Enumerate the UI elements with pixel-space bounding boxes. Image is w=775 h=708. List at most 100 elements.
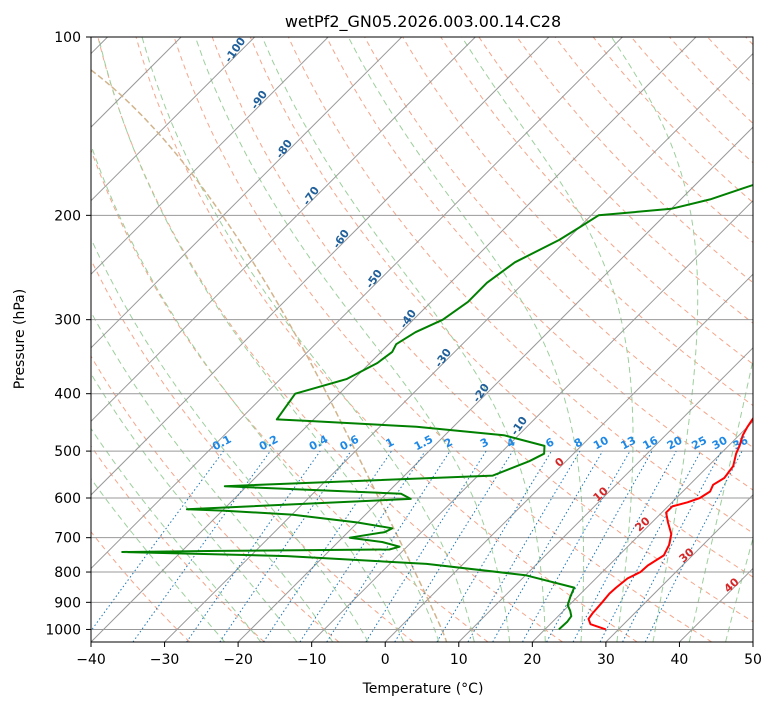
mixing-ratio-line xyxy=(91,450,224,632)
isotherm xyxy=(531,420,753,642)
mixing-ratio-line xyxy=(186,450,321,642)
moist-adiabat xyxy=(261,37,546,642)
dry-adiabat xyxy=(135,37,638,642)
y-tick-label: 600 xyxy=(54,491,81,507)
dry-adiabat xyxy=(516,37,753,284)
plot-frame xyxy=(90,36,754,643)
mixing-ratio-label: 25 xyxy=(689,434,709,453)
x-tick-label: 30 xyxy=(597,652,615,668)
mixing-ratio-line xyxy=(644,450,743,642)
isotherm xyxy=(752,641,753,642)
moist-adiabat xyxy=(688,357,753,642)
moist-adiabat xyxy=(141,37,475,642)
isotherm xyxy=(679,567,753,642)
moist-adiabat xyxy=(725,536,753,642)
mixing-ratio-label: 0.1 xyxy=(210,433,233,454)
y-tick-label: 800 xyxy=(54,565,81,581)
y-axis-label: Pressure (hPa) xyxy=(12,289,28,389)
dry-adiabat xyxy=(173,37,713,642)
dry-adiabat xyxy=(91,355,340,642)
mixing-ratio-label: 6 xyxy=(543,435,556,450)
dry-adiabat xyxy=(91,445,265,642)
x-tick-label: 20 xyxy=(523,652,541,668)
dry-adiabat-label: -60 xyxy=(330,227,352,251)
isotherm xyxy=(91,37,550,496)
mixing-ratio-label: 3 xyxy=(478,435,491,450)
moist-adiabat-label: 30 xyxy=(677,545,697,565)
mixing-ratio-line xyxy=(326,450,451,642)
dry-adiabat-label: -40 xyxy=(397,307,419,331)
isotherm xyxy=(164,52,753,642)
x-axis-label: Temperature (°C) xyxy=(362,681,484,697)
moist-adiabat xyxy=(347,37,585,642)
moist-adiabat xyxy=(91,427,262,642)
dry-adiabat-label: -80 xyxy=(273,137,295,161)
isotherm xyxy=(605,494,753,642)
mixing-ratio-line xyxy=(263,450,392,642)
x-tick-label: −10 xyxy=(297,652,327,668)
mixing-ratio-label: 13 xyxy=(619,434,639,453)
mixing-ratio-label: 1 xyxy=(383,435,396,450)
y-tick-label: 500 xyxy=(54,444,81,460)
y-tick-label: 700 xyxy=(54,531,81,547)
mixing-ratio-label: 0.4 xyxy=(307,433,331,454)
mixing-ratio-line xyxy=(394,450,514,642)
x-tick-label: −30 xyxy=(150,652,180,668)
moist-adiabat xyxy=(91,372,298,642)
mixing-ratio-line xyxy=(132,450,271,642)
mixing-ratio-line xyxy=(546,450,653,642)
mixing-ratio-label: 2 xyxy=(442,435,455,450)
y-tick-label: 400 xyxy=(54,387,81,403)
dry-adiabat-label: -90 xyxy=(248,88,270,112)
moist-adiabat xyxy=(97,37,440,642)
moist-adiabat xyxy=(91,310,334,642)
y-tick-label: 900 xyxy=(54,595,81,611)
y-tick-label: 1000 xyxy=(45,622,81,638)
mixing-ratio-label: 30 xyxy=(710,434,730,453)
isotherm xyxy=(384,273,753,642)
plot-area: 0.1 0.2 0.4 0.6 1 1.5 2 3 4 6 8 10 13 16 20 25 30 36-100-… xyxy=(91,37,753,642)
dry-adiabat xyxy=(440,37,753,365)
dry-adiabat-label: -30 xyxy=(432,346,454,370)
y-tick-label: 100 xyxy=(54,30,81,46)
dry-adiabat-label: -70 xyxy=(300,184,322,208)
axis-ticks: −40 −30 −20 −10 0 10 20 30 40 5010020030040050060… xyxy=(45,30,762,668)
dry-adiabat xyxy=(707,37,753,85)
x-tick-label: −40 xyxy=(76,652,106,668)
moist-adiabat xyxy=(461,37,634,642)
mixing-ratio-label: 16 xyxy=(641,434,661,453)
dry-adiabat xyxy=(249,37,753,578)
moist-adiabat xyxy=(611,37,699,642)
moist-adiabat xyxy=(194,37,511,642)
moist-adiabat-label: 20 xyxy=(633,514,653,534)
dewpoint-profile xyxy=(121,183,753,631)
mixing-ratio-line xyxy=(219,450,352,642)
dry-adiabat-label: -20 xyxy=(470,381,492,405)
mixing-ratio-label: 10 xyxy=(591,434,611,453)
isotherm xyxy=(311,199,753,642)
isotherm xyxy=(91,37,623,570)
y-tick-label: 200 xyxy=(54,208,81,224)
isotherm xyxy=(91,37,329,275)
moist-adiabat xyxy=(91,477,225,642)
moist-adiabat-label: 10 xyxy=(591,484,611,504)
chart-title: wetPf2_GN05.2026.003.00.14.C28 xyxy=(285,12,561,32)
dry-adiabat xyxy=(91,531,191,642)
moist-adiabat xyxy=(91,143,405,642)
isotherm xyxy=(91,37,256,202)
dry-adiabat xyxy=(745,37,753,46)
mixing-ratio-line xyxy=(436,450,552,642)
dry-adiabat xyxy=(211,37,753,623)
dry-adiabat xyxy=(402,37,753,407)
x-tick-label: 50 xyxy=(744,652,762,668)
mixing-ratio-line xyxy=(522,450,631,642)
x-tick-label: 40 xyxy=(671,652,689,668)
mixing-ratio-label: 0.6 xyxy=(338,433,362,454)
isotherm xyxy=(91,37,697,642)
mixing-ratio-line xyxy=(572,450,677,642)
isotherm xyxy=(91,37,403,349)
temperature-profile xyxy=(587,416,753,631)
x-tick-label: 10 xyxy=(450,652,468,668)
mixing-ratio-label: 20 xyxy=(665,434,685,453)
